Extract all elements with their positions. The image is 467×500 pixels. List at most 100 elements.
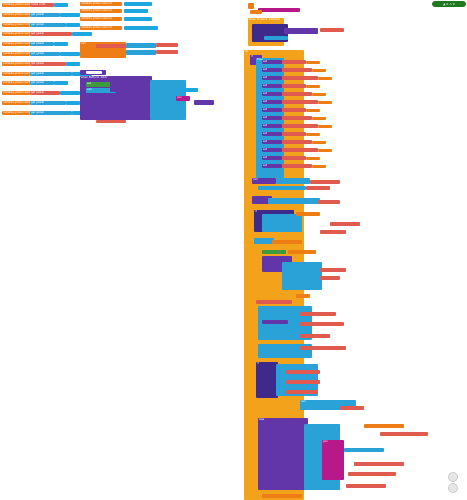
- main-set-label-12[interactable]: set: [262, 156, 282, 160]
- section4-cond[interactable]: [296, 212, 320, 216]
- section7-arg3[interactable]: [286, 390, 318, 394]
- left-global-value[interactable]: get global: [30, 12, 60, 17]
- main-set-value-9[interactable]: [282, 132, 306, 136]
- left-global-init[interactable]: initialize global name to: [2, 32, 30, 37]
- left-global-extra[interactable]: [66, 61, 80, 66]
- left-global-value[interactable]: get global: [30, 42, 54, 47]
- initialize-set[interactable]: [264, 36, 288, 40]
- middle-global-4-value[interactable]: [124, 26, 158, 30]
- main-set-value-13[interactable]: [282, 164, 312, 168]
- section2-set[interactable]: [258, 186, 306, 190]
- section4-arg[interactable]: [330, 222, 360, 226]
- main-set-extra-1[interactable]: [312, 69, 326, 72]
- middle-global-1[interactable]: initialize global name to: [80, 2, 122, 6]
- main-set-label-10[interactable]: set: [262, 140, 282, 144]
- left-global-init[interactable]: initialize global name to: [2, 61, 30, 66]
- section3-arg[interactable]: [318, 200, 340, 204]
- middle-global-4[interactable]: initialize global name to: [80, 26, 122, 30]
- left-global-value[interactable]: get global: [30, 110, 72, 115]
- main-set-label-4[interactable]: set: [262, 92, 282, 96]
- left-global-init[interactable]: initialize global name to: [2, 3, 30, 7]
- section6-arg3[interactable]: [300, 334, 330, 338]
- left-global-init[interactable]: initialize global name to: [2, 101, 30, 105]
- section3-header[interactable]: [252, 196, 272, 204]
- main-set-extra-4[interactable]: [312, 93, 326, 96]
- middle-global-3-value[interactable]: [124, 17, 152, 21]
- main-set-extra-11[interactable]: [318, 149, 332, 152]
- middle-global-2[interactable]: initialize global name to: [80, 9, 122, 13]
- main-set-extra-12[interactable]: [306, 157, 320, 160]
- left-global-extra[interactable]: [72, 32, 92, 37]
- right-top-stub-2[interactable]: [258, 8, 300, 12]
- section7-arg[interactable]: [286, 370, 320, 374]
- section2-call[interactable]: [276, 178, 310, 184]
- main-set-value-6[interactable]: [282, 108, 306, 112]
- main-set-label-5[interactable]: set: [262, 100, 282, 104]
- main-set-extra-6[interactable]: [306, 109, 320, 112]
- middle-global-3[interactable]: initialize global name to: [80, 17, 122, 21]
- procedure-call-1[interactable]: [126, 43, 156, 48]
- left-global-value[interactable]: get global: [30, 71, 72, 76]
- procedure-arg-2[interactable]: [156, 43, 174, 47]
- event-text-join[interactable]: join: [176, 96, 190, 101]
- section8-arg4[interactable]: [354, 462, 404, 466]
- main-set-value-2[interactable]: [282, 76, 318, 80]
- left-global-extra[interactable]: [54, 81, 68, 86]
- event-set-statement[interactable]: set: [86, 82, 130, 87]
- main-set-extra-0[interactable]: [306, 61, 320, 64]
- main-set-value-7[interactable]: [282, 116, 312, 120]
- section5-arg[interactable]: [320, 268, 346, 272]
- section2-header[interactable]: call: [252, 178, 276, 184]
- main-set-label-6[interactable]: set: [262, 108, 282, 112]
- main-set-value-10[interactable]: [282, 140, 312, 144]
- main-set-extra-9[interactable]: [306, 133, 320, 136]
- main-set-label-0[interactable]: set: [262, 60, 282, 64]
- procedure-arg-4[interactable]: [168, 43, 178, 47]
- left-global-value[interactable]: get global: [30, 32, 72, 37]
- main-set-label-1[interactable]: set: [262, 68, 282, 72]
- section8-arg5[interactable]: [348, 472, 396, 476]
- middle-global-2-value[interactable]: [124, 9, 148, 13]
- section5-arg2[interactable]: [320, 276, 340, 280]
- left-global-value[interactable]: get global: [30, 52, 60, 56]
- section8-event[interactable]: else: [258, 418, 308, 490]
- main-set-value-11[interactable]: [282, 148, 318, 152]
- left-global-init[interactable]: initialize global name to: [2, 110, 30, 115]
- main-set-value-3[interactable]: [282, 84, 306, 88]
- left-global-init[interactable]: initialize global name to: [2, 12, 30, 17]
- main-set-value-4[interactable]: [282, 92, 312, 96]
- section2-set-value[interactable]: [306, 186, 330, 190]
- section5-test[interactable]: [262, 250, 286, 254]
- section8-arg6[interactable]: [346, 484, 386, 488]
- section6-arg[interactable]: [300, 312, 336, 316]
- left-global-extra[interactable]: [66, 101, 80, 105]
- event-call-statement[interactable]: call: [86, 88, 116, 93]
- left-global-extra[interactable]: [60, 52, 80, 56]
- section6-arg4[interactable]: [300, 346, 346, 350]
- left-global-value[interactable]: get global: [30, 81, 54, 86]
- small-event-dropdown[interactable]: [86, 71, 102, 74]
- event-value-a[interactable]: [194, 100, 214, 105]
- section3-call[interactable]: [268, 198, 320, 204]
- zoom-in-icon[interactable]: [448, 483, 458, 493]
- section4-arg2[interactable]: [320, 230, 346, 234]
- section2-arg[interactable]: [310, 180, 340, 184]
- procedure-call-2[interactable]: [126, 50, 156, 55]
- left-global-extra[interactable]: [60, 91, 80, 96]
- left-global-value[interactable]: get global: [30, 91, 60, 96]
- main-set-extra-13[interactable]: [312, 165, 326, 168]
- center-icon[interactable]: [448, 472, 458, 482]
- main-set-extra-5[interactable]: [318, 101, 332, 104]
- left-global-value[interactable]: get global: [30, 101, 66, 105]
- section5-cond[interactable]: [272, 240, 302, 244]
- main-set-extra-2[interactable]: [318, 77, 332, 80]
- section7-if[interactable]: if: [256, 362, 278, 398]
- main-set-extra-8[interactable]: [318, 125, 332, 128]
- section5-footer[interactable]: [296, 294, 310, 298]
- main-set-extra-10[interactable]: [312, 141, 326, 144]
- section8-footer[interactable]: [262, 494, 302, 498]
- left-global-extra[interactable]: [66, 22, 80, 27]
- event-value-b[interactable]: [178, 88, 198, 92]
- main-set-label-8[interactable]: set: [262, 124, 282, 128]
- left-global-value[interactable]: make a list: [30, 3, 54, 7]
